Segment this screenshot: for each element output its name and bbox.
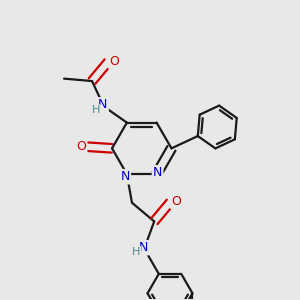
Text: O: O xyxy=(109,55,119,68)
Text: H: H xyxy=(92,106,100,116)
Text: O: O xyxy=(76,140,86,153)
Text: H: H xyxy=(132,247,140,257)
Text: N: N xyxy=(98,98,108,111)
Text: N: N xyxy=(121,170,130,183)
Text: N: N xyxy=(153,166,162,179)
Text: O: O xyxy=(171,195,181,208)
Text: N: N xyxy=(139,241,148,254)
